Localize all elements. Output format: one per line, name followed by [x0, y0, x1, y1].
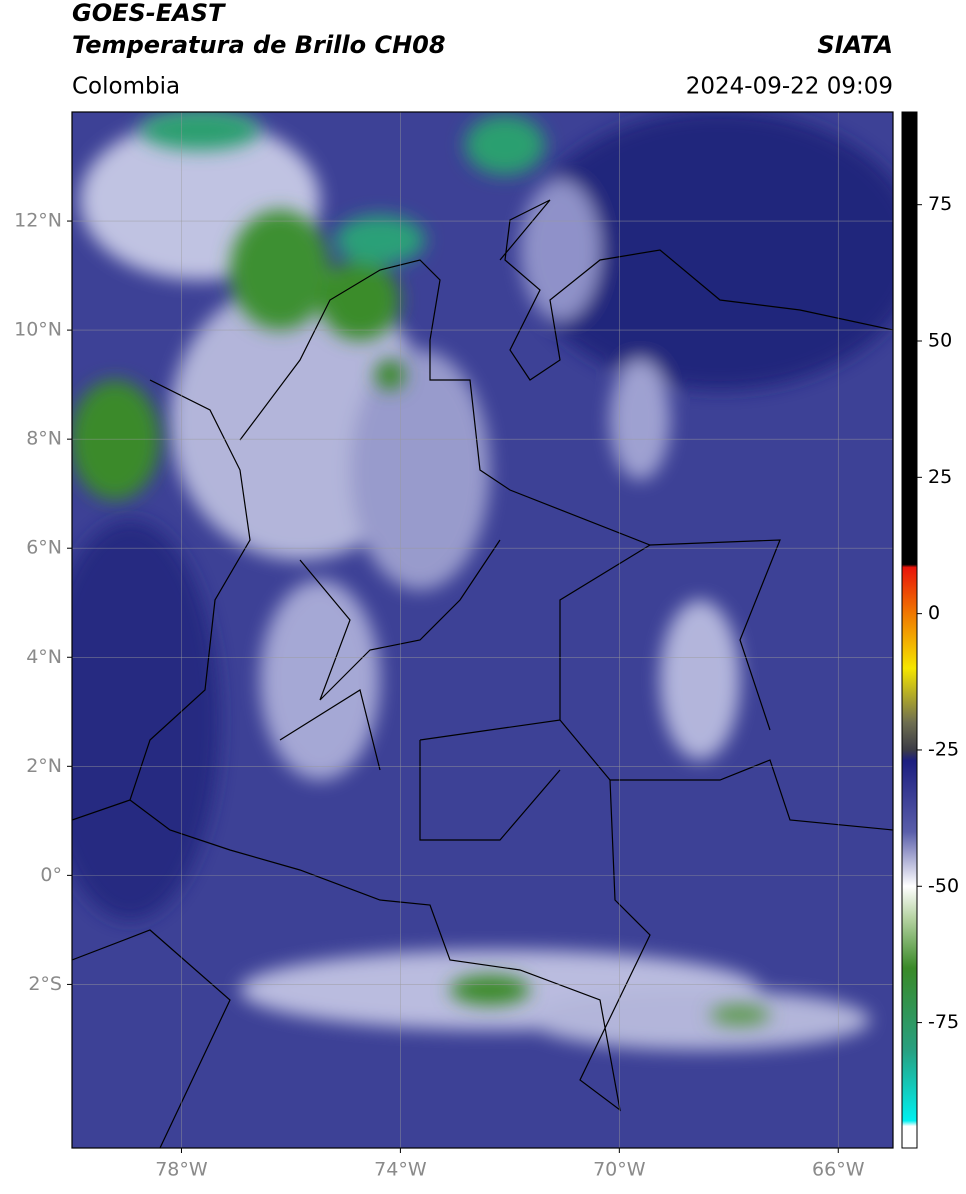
y-tick-label: 10°N	[14, 319, 62, 341]
colorbar-tick-label: 75	[928, 193, 952, 215]
grid	[72, 112, 893, 1148]
y-tick-label: 2°S	[28, 973, 62, 995]
y-tick-label: 12°N	[14, 210, 62, 232]
x-tick-label: 74°W	[374, 1159, 427, 1181]
satellite-image	[72, 112, 893, 1148]
x-tick-label: 70°W	[593, 1159, 646, 1181]
y-tick-label: 2°N	[26, 755, 62, 777]
y-tick-label: 0°	[40, 864, 62, 886]
colorbar-tick-label: 25	[928, 466, 952, 488]
x-tick-label: 66°W	[812, 1159, 865, 1181]
source: SIATA	[817, 31, 893, 59]
datetime: 2024-09-22 09:09	[686, 74, 893, 100]
x-tick-label: 78°W	[155, 1159, 208, 1181]
colorbar-tick-label: 50	[928, 330, 952, 352]
subtitle: Temperatura de Brillo CH08	[72, 31, 446, 59]
colorbar-tick-label: -50	[928, 875, 959, 897]
y-tick-label: 6°N	[26, 537, 62, 559]
colorbar-tick-label: -25	[928, 738, 959, 760]
y-tick-label: 8°N	[26, 428, 62, 450]
y-tick-label: 4°N	[26, 646, 62, 668]
region: Colombia	[72, 74, 180, 100]
colorbar	[901, 111, 918, 1149]
colorbar-tick-label: 0	[928, 602, 940, 624]
plot-frame	[71, 111, 894, 1149]
colorbar-tick-label: -75	[928, 1011, 959, 1033]
title: GOES-EAST	[72, 0, 226, 27]
